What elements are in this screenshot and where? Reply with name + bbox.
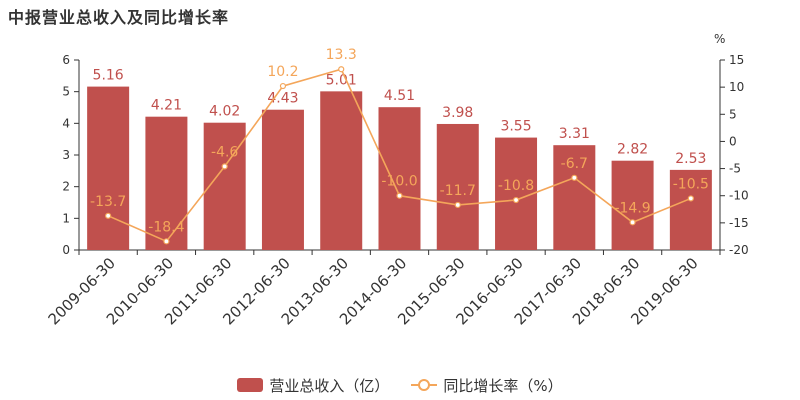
y-right-tick-label: -20: [729, 243, 749, 257]
bar: [669, 169, 712, 250]
bar: [320, 91, 363, 250]
line-value-label: -4.6: [211, 144, 238, 160]
bar: [203, 122, 246, 250]
line-point: [454, 201, 461, 209]
line-value-label: -11.7: [440, 183, 476, 199]
legend-item-revenue[interactable]: 营业总收入（亿）: [237, 375, 389, 396]
line-point: [163, 238, 170, 245]
bar-value-label: 4.51: [384, 88, 415, 104]
bar-value-label: 2.53: [675, 151, 706, 167]
line-point: [338, 66, 345, 73]
bar-value-label: 4.43: [267, 91, 298, 107]
bar-value-label: 4.21: [151, 98, 182, 114]
bar-value-label: 4.02: [209, 104, 240, 120]
y-left-tick-label: 1: [62, 211, 70, 225]
legend-label-growth: 同比增长率（%）: [443, 376, 563, 395]
bar-data-labels: 5.16 4.21 4.02 4.43 5.01 4.51 3.98 3.55 3.31 2.82…: [93, 68, 707, 167]
bar: [87, 86, 130, 250]
line-value-label: 13.3: [326, 47, 357, 63]
bar: [261, 109, 304, 250]
y-right-unit-label: %: [714, 32, 725, 46]
bar: [378, 107, 421, 250]
y-right-tick-label: 10: [729, 80, 744, 94]
line-point: [629, 219, 636, 226]
legend-label-revenue: 营业总收入（亿）: [269, 376, 390, 395]
bar-value-label: 3.31: [559, 126, 590, 142]
bar: [145, 116, 188, 250]
bar: [553, 145, 596, 250]
line-value-label: -13.7: [90, 194, 126, 210]
y-left-tick-label: 2: [62, 180, 70, 194]
y-right-tick-label: 0: [729, 134, 737, 148]
y-right-tick-label: -5: [729, 162, 741, 176]
legend-line-swatch: [411, 378, 438, 392]
line-value-label: -14.9: [614, 200, 650, 216]
y-right-tick-label: -10: [729, 189, 749, 203]
legend: 营业总收入（亿） 同比增长率（%）: [0, 374, 800, 396]
line-point: [512, 196, 520, 204]
y-left-tick-label: 3: [62, 148, 70, 162]
line-point: [221, 163, 228, 170]
line-point: [687, 195, 694, 202]
y-right-tick-label: 15: [729, 53, 744, 67]
bar-value-label: 3.98: [442, 105, 473, 121]
line-value-label: -10.0: [381, 174, 417, 190]
legend-bar-swatch: [237, 378, 264, 392]
y-right-tick-label: 5: [729, 107, 737, 121]
line-value-label: -18.4: [148, 219, 184, 235]
line-data-labels: -13.7 -18.4 -4.6 10.2 13.3 -10.0 -11.7 -10.8 -6.…: [90, 47, 709, 235]
y-left-tick-label: 5: [62, 85, 70, 99]
bar: [436, 123, 479, 250]
line-point: [279, 82, 287, 90]
bar-value-label: 5.01: [326, 72, 357, 88]
line-value-label: -6.7: [561, 156, 588, 172]
line-series: [105, 66, 694, 245]
y-left-tick-label: 0: [62, 243, 70, 257]
y-left-tick-label: 4: [62, 116, 70, 130]
bar-value-label: 3.55: [500, 119, 531, 135]
legend-item-growth[interactable]: 同比增长率（%）: [411, 375, 563, 396]
y-right-tick-label: -15: [729, 216, 749, 230]
bar: [495, 137, 538, 250]
line-point: [105, 212, 112, 219]
bar-value-label: 5.16: [93, 68, 124, 84]
bar-value-label: 2.82: [617, 142, 648, 158]
line-value-label: 10.2: [267, 64, 298, 80]
y-left-tick-label: 6: [62, 53, 70, 67]
line-value-label: -10.8: [498, 178, 534, 194]
line-value-label: -10.5: [673, 176, 709, 192]
line-point: [571, 174, 578, 181]
chart-title: 中报营业总收入及同比增长率: [8, 8, 230, 27]
bar-series: [87, 86, 712, 250]
line-point: [396, 192, 403, 199]
bar: [611, 160, 654, 250]
